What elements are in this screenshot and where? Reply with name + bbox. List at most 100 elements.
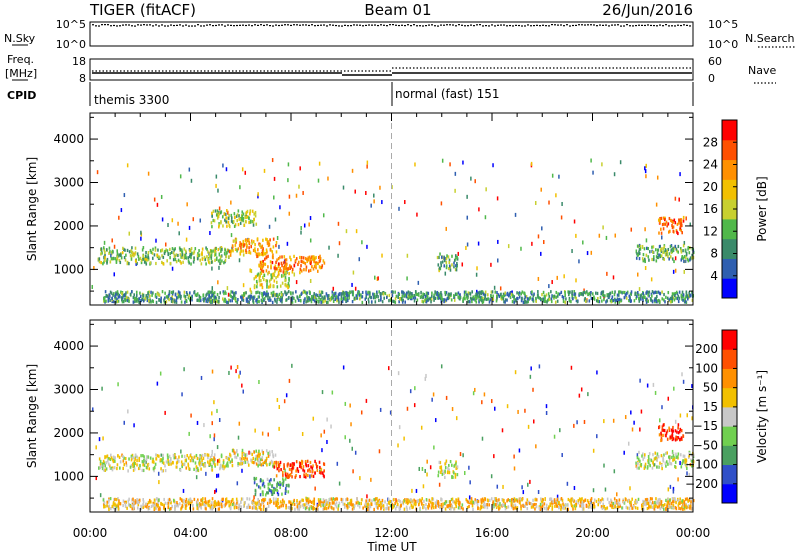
- echo-cell: [445, 256, 448, 261]
- echo-cell: [625, 498, 627, 502]
- sparse-echo: [200, 375, 203, 380]
- echo-cell: [680, 293, 683, 297]
- echo-cell: [618, 502, 621, 506]
- sparse-echo: [420, 425, 423, 430]
- echo-cell: [611, 290, 614, 294]
- echo-cell: [270, 291, 273, 295]
- echo-cell: [213, 291, 216, 295]
- sparse-echo: [216, 473, 218, 478]
- noise-dot: [641, 24, 643, 26]
- echo-cell: [234, 216, 236, 220]
- sparse-echo: [575, 278, 577, 283]
- echo-cell: [271, 492, 273, 496]
- echo-cell: [657, 290, 660, 294]
- echo-cell: [172, 258, 175, 262]
- echo-cell: [241, 461, 244, 466]
- echo-cell: [275, 293, 278, 297]
- sparse-echo: [236, 248, 238, 253]
- echo-cell: [564, 300, 567, 304]
- echo-cell: [271, 260, 274, 265]
- echo-cell: [265, 292, 268, 296]
- echo-cell: [657, 218, 660, 222]
- echo-cell: [101, 464, 104, 468]
- echo-cell: [601, 290, 604, 294]
- echo-cell: [425, 300, 428, 304]
- sparse-echo: [365, 190, 367, 195]
- echo-cell: [631, 497, 633, 501]
- echo-cell: [637, 457, 640, 461]
- echo-cell: [230, 213, 233, 218]
- sparse-echo: [236, 481, 239, 486]
- echo-cell: [206, 453, 209, 457]
- echo-cell: [190, 252, 193, 257]
- echo-cell: [413, 299, 416, 303]
- echo-cell: [289, 255, 291, 259]
- sparse-echo: [225, 167, 228, 172]
- echo-cell: [640, 462, 643, 467]
- noise-dot: [173, 24, 175, 27]
- echo-cell: [474, 498, 477, 502]
- echo-cell: [295, 257, 298, 261]
- echo-cell: [457, 506, 460, 510]
- echo-cell: [271, 450, 274, 454]
- sparse-echo: [619, 160, 622, 165]
- sparse-echo: [359, 476, 361, 481]
- echo-cell: [547, 298, 550, 302]
- sparse-echo: [217, 188, 219, 193]
- noise-dot: [674, 25, 676, 27]
- echo-cell: [357, 290, 359, 294]
- colorbar-segment: [722, 258, 737, 279]
- echo-cell: [463, 293, 466, 297]
- echo-cell: [200, 498, 202, 502]
- echo-cell: [438, 460, 441, 464]
- echo-cell: [284, 276, 287, 280]
- echo-cell: [471, 297, 474, 301]
- echo-cell: [111, 458, 114, 462]
- echo-cell: [299, 255, 301, 260]
- y-tick-label: 4000: [53, 132, 84, 146]
- echo-cell: [325, 500, 327, 504]
- echo-cell: [514, 506, 517, 510]
- echo-cell: [222, 290, 225, 294]
- echo-cell: [240, 249, 243, 253]
- echo-cell: [395, 504, 398, 508]
- echo-cell: [118, 253, 121, 257]
- echo-cell: [357, 500, 359, 505]
- echo-cell: [109, 298, 111, 303]
- echo-cell: [345, 293, 348, 297]
- echo-cell: [624, 293, 627, 297]
- echo-cell: [327, 300, 329, 304]
- echo-cell: [136, 500, 139, 504]
- echo-cell: [219, 504, 221, 509]
- echo-cell: [454, 268, 457, 272]
- echo-cell: [131, 253, 134, 257]
- echo-cell: [169, 256, 171, 260]
- echo-cell: [243, 293, 245, 297]
- echo-cell: [450, 292, 452, 296]
- echo-cell: [106, 454, 109, 458]
- echo-cell: [656, 251, 659, 256]
- echo-cell: [606, 497, 609, 501]
- echo-cell: [238, 507, 240, 511]
- echo-cell: [444, 466, 447, 470]
- colorbar-tick-label: 20: [703, 180, 718, 194]
- echo-cell: [352, 293, 354, 297]
- noise-dot: [398, 24, 400, 27]
- noise-dot: [545, 25, 547, 27]
- echo-cell: [667, 462, 669, 466]
- echo-cell: [668, 298, 671, 302]
- sparse-echo: [230, 233, 233, 238]
- echo-cell: [201, 458, 203, 462]
- echo-cell: [367, 290, 369, 294]
- echo-cell: [422, 506, 424, 510]
- echo-cell: [318, 255, 320, 260]
- echo-cell: [105, 299, 107, 303]
- echo-cell: [196, 500, 198, 504]
- echo-cell: [582, 291, 585, 295]
- echo-cell: [469, 296, 472, 300]
- sparse-echo: [366, 244, 368, 249]
- noise-dot: [287, 24, 289, 26]
- echo-cell: [229, 507, 232, 511]
- echo-cell: [117, 502, 120, 506]
- echo-cell: [446, 254, 448, 258]
